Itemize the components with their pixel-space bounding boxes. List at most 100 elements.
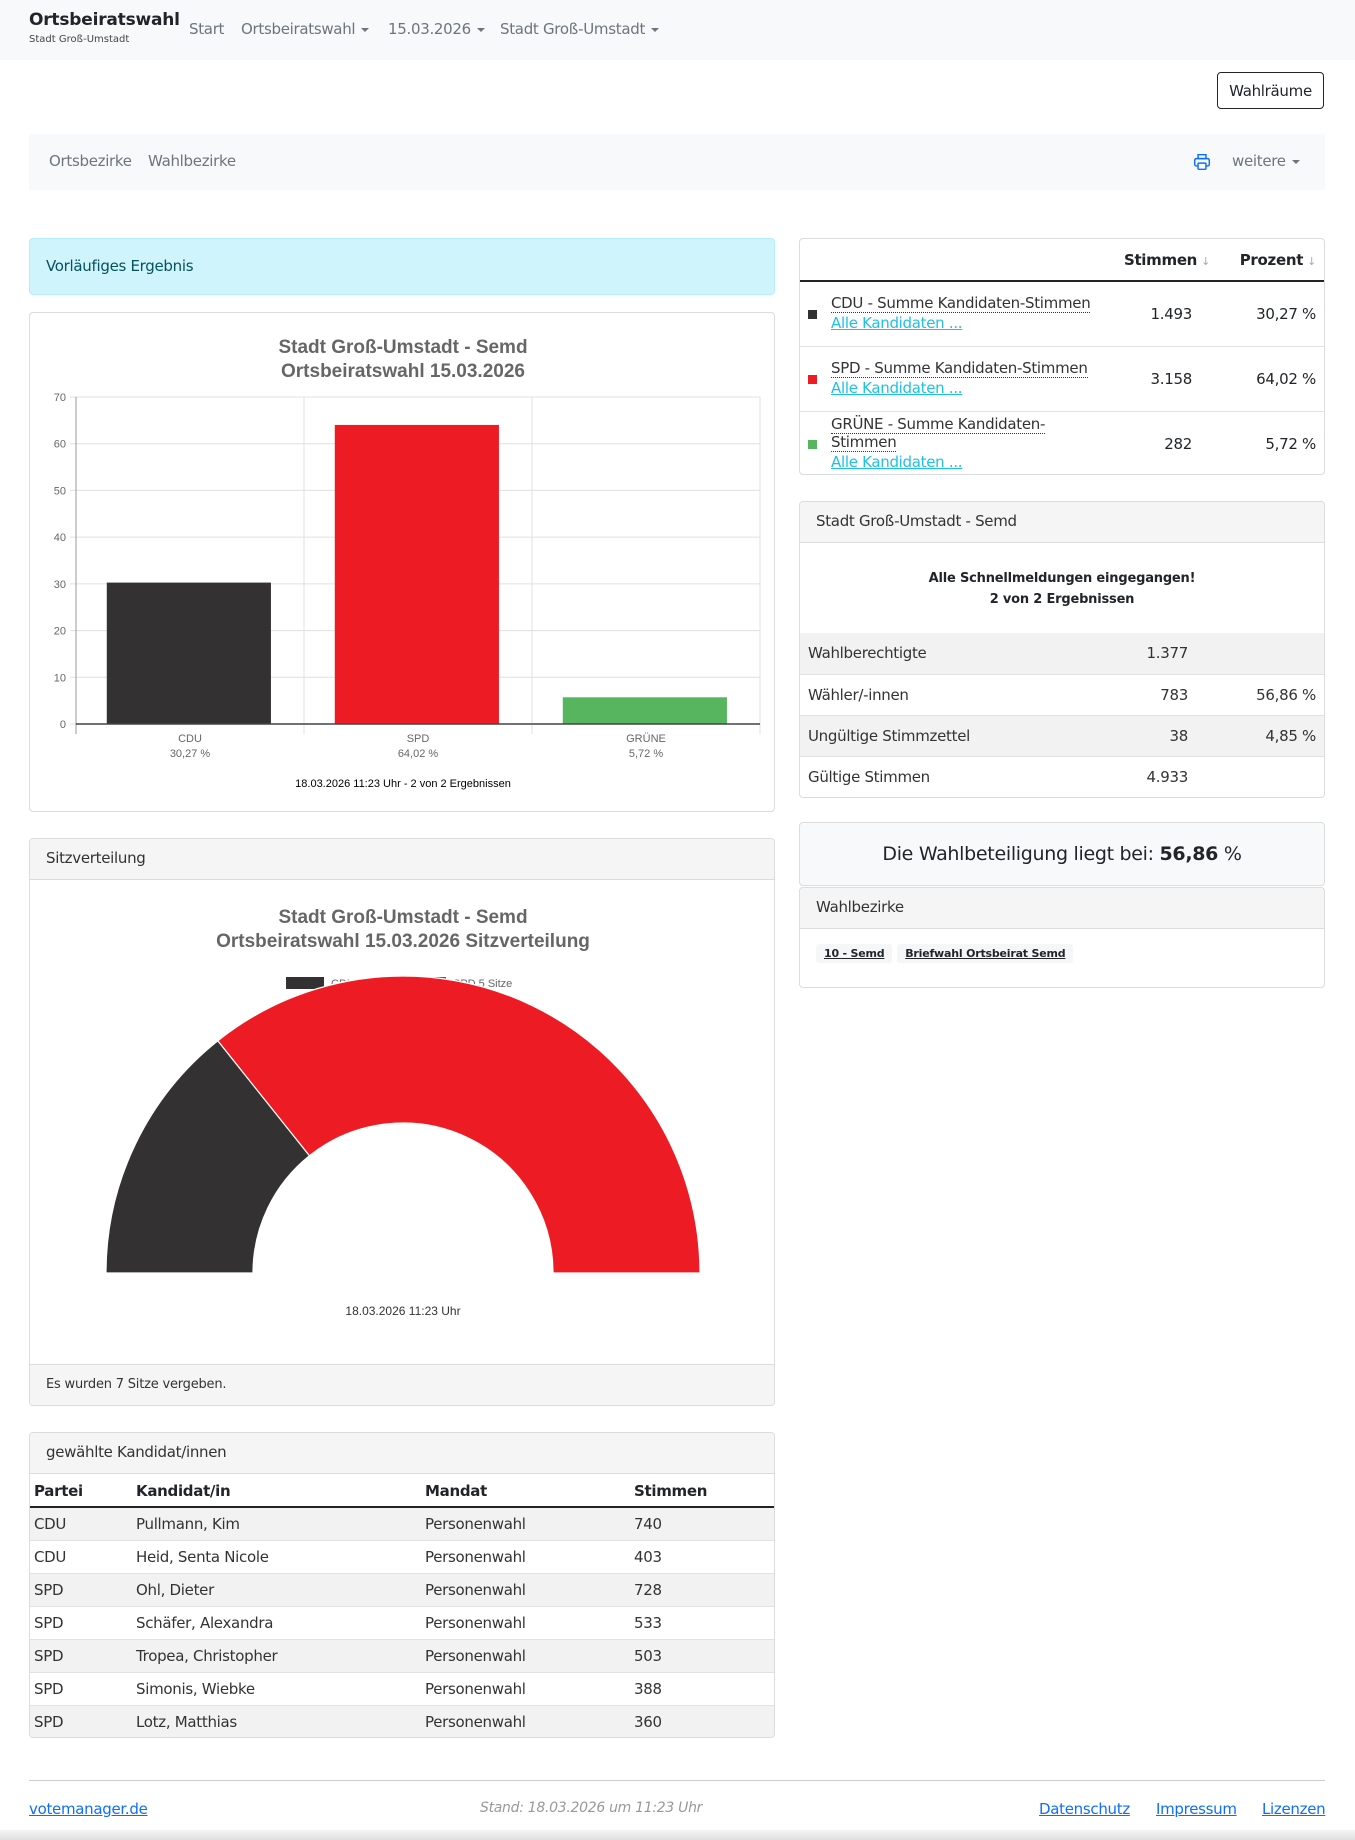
col-votes-label: Stimmen [1123, 250, 1198, 269]
swatch-cell [800, 345, 820, 411]
districts-header: Wahlbezirke [800, 888, 1324, 929]
seat-chart: Stadt Groß-Umstadt - Semd Ortsbeiratswahl… [105, 907, 701, 1318]
district-chip[interactable]: Briefwahl Ortsbeirat Semd [897, 944, 1074, 963]
col-party [820, 239, 1110, 282]
districts-list: 10 - Semd Briefwahl Ortsbeirat Semd [800, 929, 1324, 977]
all-candidates-link[interactable]: Alle Kandidaten ... [831, 452, 963, 471]
caret-down-icon [651, 27, 660, 32]
nav-date-label: 15.03.2026 [388, 20, 471, 38]
districts-card: Wahlbezirke 10 - Semd Briefwahl Ortsbeir… [799, 887, 1325, 988]
legend-swatch-cdu [286, 977, 324, 989]
preliminary-result-alert: Vorläufiges Ergebnis [29, 238, 775, 295]
turnout-prefix: Die Wahlbeteiligung liegt bei: [882, 843, 1154, 865]
bottom-shade [0, 1830, 1355, 1840]
stats-value: 4.933 [1100, 755, 1196, 797]
candidate-row: SPD Lotz, Matthias Personenwahl 360 [30, 1704, 774, 1737]
candidate-row: SPD Ohl, Dieter Personenwahl 728 [30, 1572, 774, 1606]
candidate-party: SPD [30, 1671, 132, 1705]
y-tick-label: 60 [54, 439, 66, 451]
all-candidates-link[interactable]: Alle Kandidaten ... [831, 378, 963, 397]
bar-grüne[interactable] [562, 697, 727, 724]
candidate-row: SPD Tropea, Christopher Personenwahl 503 [30, 1638, 774, 1672]
candidate-mandate: Personenwahl [421, 1671, 630, 1705]
y-tick-label: 40 [54, 532, 66, 544]
more-dropdown[interactable]: weitere [1232, 152, 1300, 170]
seat-chart-title-line: Ortsbeiratswahl 15.03.2026 Sitzverteilun… [216, 931, 590, 952]
party-percent: 64,02 % [1218, 345, 1324, 411]
seat-distribution-card: Sitzverteilung Stadt Groß-Umstadt - Semd… [29, 838, 775, 1406]
nav-start[interactable]: Start [189, 20, 224, 38]
nav-date-dropdown[interactable]: 15.03.2026 [388, 20, 485, 38]
y-tick-label: 0 [60, 719, 66, 731]
candidate-votes: 740 [630, 1506, 774, 1540]
brand-title[interactable]: Ortsbeiratswahl [29, 10, 180, 30]
x-category-label: CDU [178, 733, 202, 745]
nav-ortsbeiratswahl-label: Ortsbeiratswahl [241, 20, 356, 38]
nav-city-dropdown[interactable]: Stadt Groß-Umstadt [500, 20, 660, 38]
candidate-votes: 503 [630, 1638, 774, 1672]
party-name[interactable]: GRÜNE - Summe Kandidaten-Stimmen [831, 414, 1046, 452]
party-name[interactable]: SPD - Summe Kandidaten-Stimmen [831, 358, 1088, 378]
subnav-ortsbezirke[interactable]: Ortsbezirke [49, 152, 132, 170]
y-tick-label: 10 [54, 672, 66, 684]
lizenzen-link[interactable]: Lizenzen [1262, 1800, 1326, 1818]
y-tick-label: 70 [54, 392, 66, 404]
district-chip[interactable]: 10 - Semd [816, 944, 893, 963]
party-color-swatch [808, 439, 817, 449]
printer-icon[interactable] [1193, 153, 1211, 171]
seat-slice-cdu[interactable] [105, 1039, 311, 1274]
turnout-suffix: % [1223, 843, 1242, 865]
candidate-name: Ohl, Dieter [132, 1572, 421, 1606]
swatch-cell [800, 410, 820, 474]
party-color-swatch [808, 374, 817, 384]
nav-city-label: Stadt Groß-Umstadt [500, 20, 646, 38]
bar-chart-card: Stadt Groß-Umstadt - Semd Ortsbeiratswahl… [29, 312, 775, 812]
impressum-link[interactable]: Impressum [1156, 1800, 1237, 1818]
x-category-sublabel: 64,02 % [398, 748, 439, 760]
y-tick-label: 20 [54, 626, 66, 638]
candidate-mandate: Personenwahl [421, 1605, 630, 1639]
stats-label: Wähler/-innen [800, 673, 1100, 715]
wahlraeume-button[interactable]: Wahlräume [1217, 72, 1324, 109]
bar-chart-title-line: Stadt Groß-Umstadt - Semd [278, 337, 527, 358]
stats-percent [1196, 755, 1324, 797]
seat-card-footer: Es wurden 7 Sitze vergeben. [30, 1364, 774, 1405]
col-percent[interactable]: Prozent ↓ [1218, 239, 1324, 282]
seat-slice-spd[interactable] [216, 975, 701, 1274]
candidate-mandate: Personenwahl [421, 1638, 630, 1672]
datenschutz-link[interactable]: Datenschutz [1039, 1800, 1130, 1818]
seat-chart-title-line: Stadt Groß-Umstadt - Semd [278, 907, 527, 928]
caret-down-icon [361, 27, 370, 32]
stats-row: Ungültige Stimmzettel 38 4,85 % [800, 714, 1324, 756]
stats-percent: 4,85 % [1196, 714, 1324, 756]
stats-value: 783 [1100, 673, 1196, 715]
all-candidates-link[interactable]: Alle Kandidaten ... [831, 313, 963, 332]
stats-message: Alle Schnellmeldungen eingegangen! 2 von… [800, 543, 1324, 633]
elected-candidates-card: gewählte Kandidat/innen Partei Kandidat/… [29, 1432, 775, 1738]
bar-spd[interactable] [334, 424, 499, 724]
nav-start-label: Start [189, 20, 225, 38]
caret-down-icon [476, 27, 485, 32]
stats-label: Gültige Stimmen [800, 755, 1100, 797]
result-row: SPD - Summe Kandidaten-Stimmen Alle Kandi… [800, 345, 1324, 411]
col-partei: Partei [30, 1474, 132, 1508]
stats-value: 1.377 [1100, 633, 1196, 674]
sub-navbar [29, 134, 1325, 190]
candidates-header: gewählte Kandidat/innen [30, 1433, 774, 1474]
party-percent: 30,27 % [1256, 304, 1316, 323]
footer-stand: Stand: 18.03.2026 um 11:23 Uhr [480, 1800, 703, 1816]
subnav-wahlbezirke[interactable]: Wahlbezirke [148, 152, 236, 170]
votemanager-link[interactable]: votemanager.de [29, 1800, 148, 1818]
brand-subtitle: Stadt Groß-Umstadt [29, 34, 130, 45]
col-votes[interactable]: Stimmen ↓ [1110, 239, 1218, 282]
nav-ortsbeiratswahl-dropdown[interactable]: Ortsbeiratswahl [241, 20, 370, 38]
y-tick-label: 50 [54, 485, 66, 497]
candidate-name: Tropea, Christopher [132, 1638, 421, 1672]
footer-divider [29, 1780, 1325, 1781]
col-swatch [800, 239, 820, 282]
party-name[interactable]: CDU - Summe Kandidaten-Stimmen [831, 293, 1091, 313]
candidate-name: Schäfer, Alexandra [132, 1605, 421, 1639]
candidate-mandate: Personenwahl [421, 1572, 630, 1606]
bar-cdu[interactable] [106, 582, 271, 724]
bar-chart-caption: 18.03.2026 11:23 Uhr - 2 von 2 Ergebniss… [295, 778, 511, 790]
